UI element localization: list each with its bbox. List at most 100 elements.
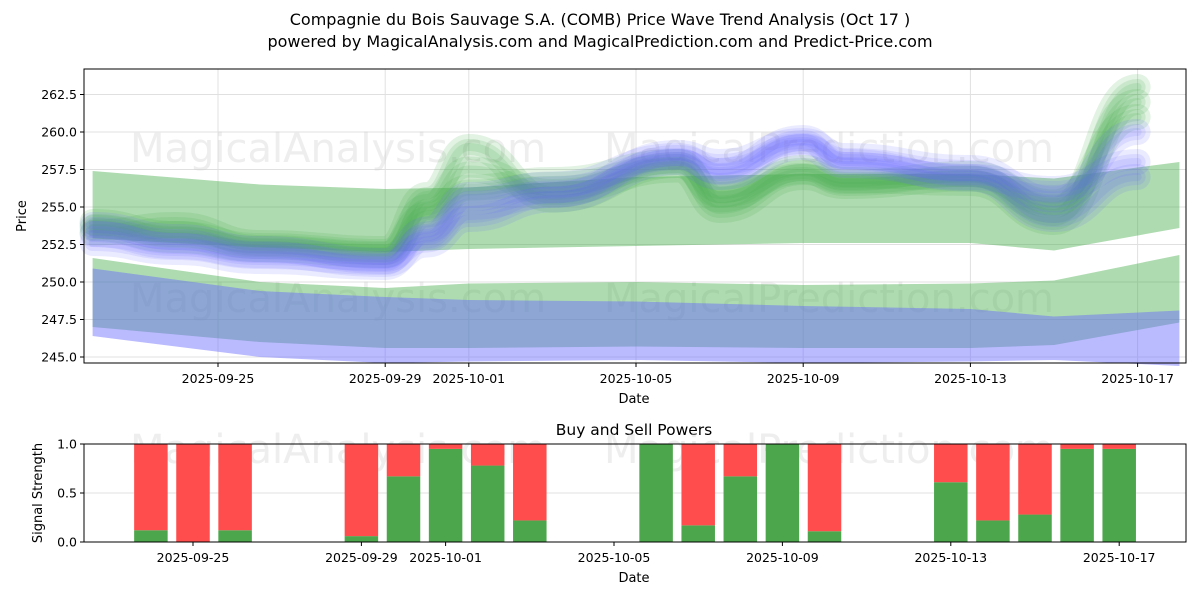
buy-sell-title: Buy and Sell Powers: [556, 421, 713, 439]
buy-bar: [218, 530, 252, 542]
sell-bar: [428, 444, 463, 449]
wave-line-green: [88, 83, 1142, 259]
wave-line-green: [79, 74, 1151, 268]
wave-line-blue: [79, 125, 1151, 274]
sell-bar: [134, 444, 168, 531]
watermark-analysis: MagicalAnalysis.com: [130, 276, 546, 322]
sell-bar: [807, 444, 842, 532]
sell-bar: [934, 444, 968, 483]
buy-bar: [934, 482, 968, 542]
buy-bar: [976, 520, 1010, 542]
x-tick-label: 2025-10-01: [432, 371, 505, 386]
buy-bar: [344, 536, 379, 542]
chart-title: Compagnie du Bois Sauvage S.A. (COMB) Pr…: [289, 10, 911, 29]
sub-x-axis-label: Date: [618, 571, 649, 586]
blue-band: [92, 268, 1180, 366]
buy-bar: [807, 531, 842, 542]
y-tick-label: 255.0: [41, 200, 77, 215]
y-tick-label: 252.5: [41, 237, 77, 252]
x-tick-label: 2025-09-25: [182, 371, 255, 386]
price-wave-chart: MagicalAnalysis.com MagicalPrediction.co…: [15, 68, 1187, 407]
x-tick-label: 2025-10-17: [1101, 371, 1174, 386]
x-tick-label: 2025-10-05: [578, 550, 651, 565]
wave-line-green: [79, 89, 1151, 265]
wave-line-green: [84, 94, 1146, 260]
y-tick-label: 260.0: [41, 125, 77, 140]
buy-sell-power-chart: Buy and Sell Powers MagicalAnalysis.com …: [31, 421, 1187, 586]
wave-line-blue: [79, 119, 1151, 280]
watermark-prediction: MagicalPrediction.com: [604, 276, 1054, 322]
x-tick-label: 2025-10-09: [767, 371, 840, 386]
main-y-axis: 245.0 247.5 250.0 252.5 255.0 257.5 260.0 262.5: [41, 87, 84, 365]
wave-line-blue: [88, 143, 1142, 268]
wave-line-blue: [88, 134, 1142, 265]
x-tick-label: 2025-10-01: [409, 550, 482, 565]
buy-sell-bars: [134, 444, 1136, 542]
wave-line-blue: [79, 134, 1151, 277]
main-watermarks: MagicalAnalysis.com MagicalPrediction.co…: [130, 126, 1054, 322]
watermark-prediction: MagicalPrediction.com: [604, 126, 1054, 172]
y-tick-label: 257.5: [41, 162, 77, 177]
watermark-analysis: MagicalAnalysis.com: [130, 126, 546, 172]
wave-line-green: [88, 98, 1142, 256]
main-x-axis: 2025-09-25 2025-09-29 2025-10-01 2025-10-05…: [182, 363, 1174, 386]
trend-bands: [92, 162, 1180, 366]
buy-bar: [1102, 448, 1136, 542]
main-y-axis-label: Price: [15, 200, 30, 232]
sell-bar: [723, 444, 758, 477]
chart-subtitle: powered by MagicalAnalysis.com and Magic…: [267, 32, 933, 51]
sell-bar: [513, 444, 547, 521]
buy-bar: [1018, 514, 1052, 542]
sell-bar: [344, 444, 379, 537]
wave-line-green: [79, 104, 1151, 262]
sub-y-axis: 0.0 0.5 1.0: [57, 437, 84, 550]
wave-series: [79, 74, 1151, 280]
wave-line-blue: [84, 139, 1146, 272]
buy-bar: [470, 465, 505, 542]
x-tick-label: 2025-10-09: [746, 550, 819, 565]
y-tick-label: 245.0: [41, 350, 77, 365]
x-tick-label: 2025-10-05: [600, 371, 673, 386]
main-grid: [84, 69, 1186, 363]
sell-bar: [176, 444, 210, 542]
sell-bar: [976, 444, 1010, 521]
sell-bar: [681, 444, 715, 526]
buy-bar: [765, 444, 800, 542]
y-tick-label: 0.5: [57, 486, 77, 501]
y-tick-label: 247.5: [41, 312, 77, 327]
x-tick-label: 2025-10-13: [914, 550, 987, 565]
x-tick-label: 2025-09-25: [157, 550, 230, 565]
x-tick-label: 2025-10-13: [934, 371, 1007, 386]
wave-line-green: [84, 79, 1146, 263]
sell-bar: [1060, 444, 1094, 449]
sell-bar: [1018, 444, 1052, 515]
buy-bar: [1060, 448, 1094, 542]
buy-bar: [681, 525, 715, 542]
wave-line-green: [88, 113, 1142, 253]
buy-bar: [513, 520, 547, 542]
buy-bar: [639, 444, 673, 542]
buy-bar: [386, 476, 421, 542]
y-tick-label: 0.0: [57, 535, 77, 550]
sell-bar: [1102, 444, 1136, 449]
sell-bar: [470, 444, 505, 466]
wave-line-green: [84, 109, 1146, 257]
wave-line-blue: [84, 130, 1146, 269]
y-tick-label: 1.0: [57, 437, 77, 452]
y-tick-label: 262.5: [41, 87, 77, 102]
x-tick-label: 2025-09-29: [349, 371, 422, 386]
buy-bar: [134, 530, 168, 542]
sell-bar: [386, 444, 421, 477]
upper-green-band: [92, 162, 1180, 252]
wave-line-blue: [84, 124, 1146, 275]
y-tick-label: 250.0: [41, 275, 77, 290]
lower-green-band: [92, 255, 1180, 348]
buy-bar: [723, 476, 758, 542]
sell-bar: [218, 444, 252, 531]
main-plot-frame: [83, 68, 1187, 364]
wave-line-blue: [88, 128, 1142, 271]
main-x-axis-label: Date: [618, 392, 649, 407]
sub-y-axis-label: Signal Strength: [31, 443, 46, 543]
x-tick-label: 2025-10-17: [1083, 550, 1156, 565]
